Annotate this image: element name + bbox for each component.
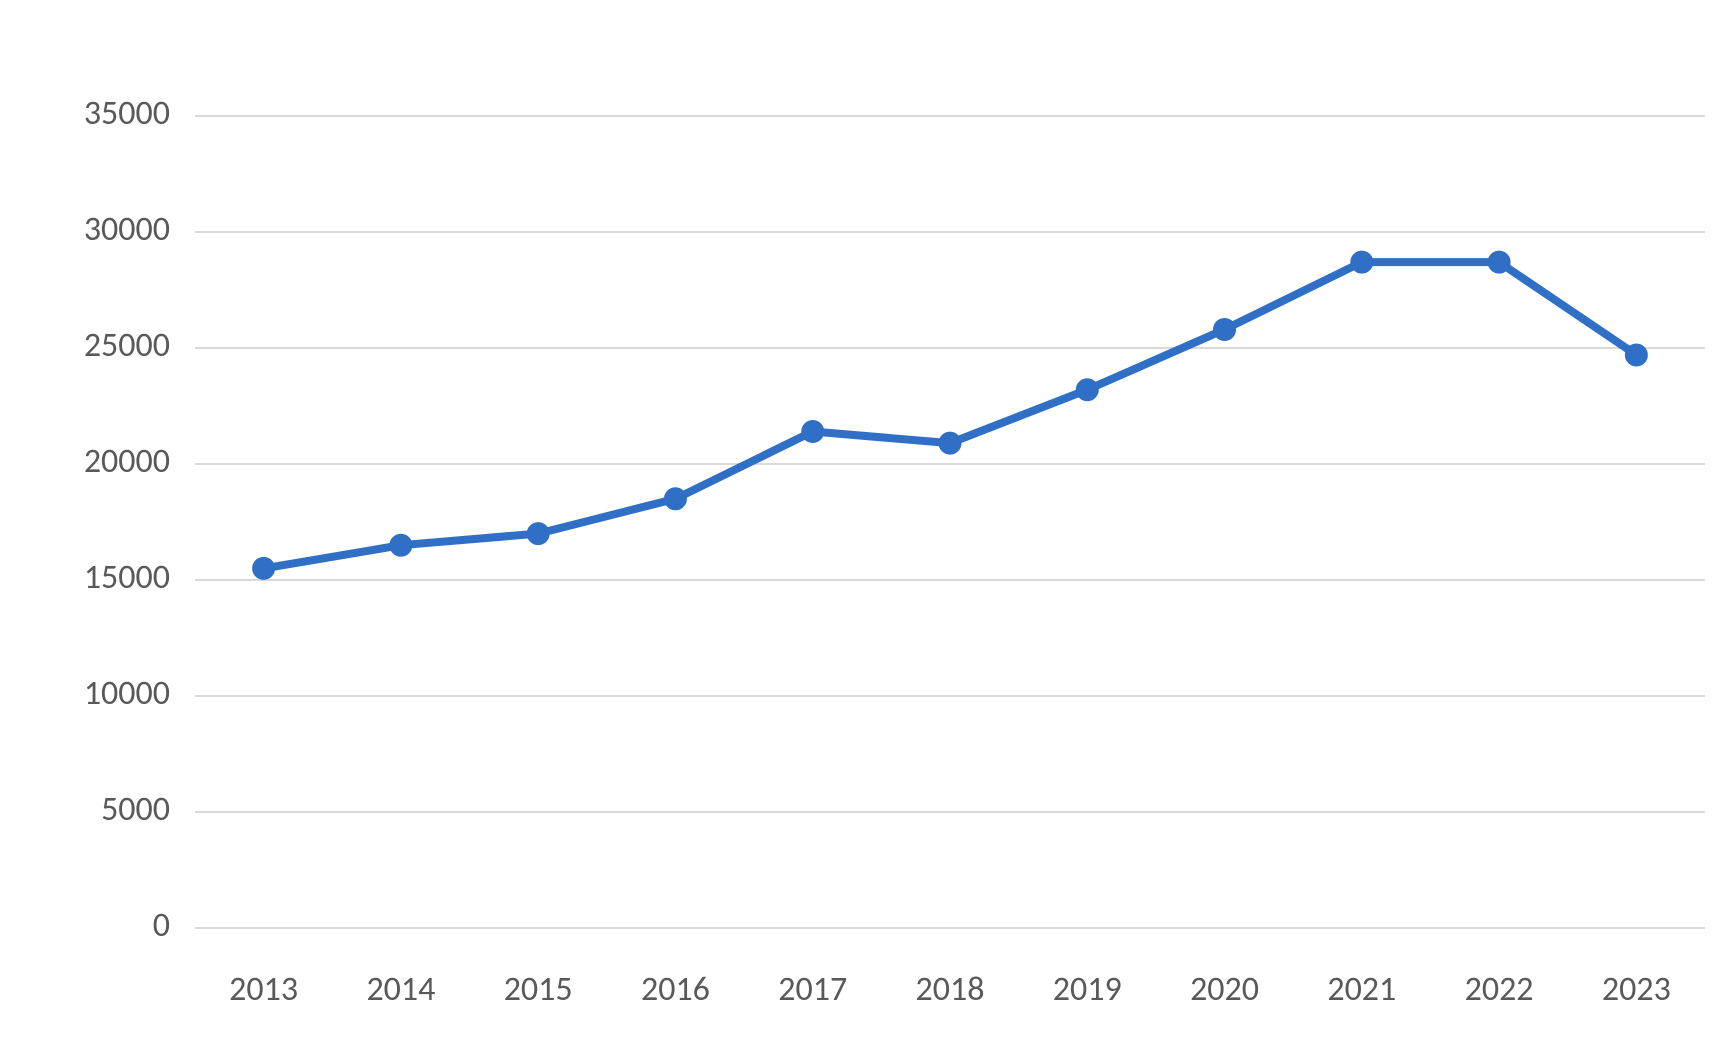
x-tick-label: 2016 (641, 969, 710, 1010)
x-tick-label: 2013 (229, 969, 298, 1010)
data-point (1076, 379, 1098, 401)
publication-line-chart: Number of publication 050001000015000200… (0, 0, 1730, 1049)
data-point (1214, 318, 1236, 340)
x-tick-label: 2014 (366, 969, 435, 1010)
x-tick-label: 2017 (778, 969, 847, 1010)
y-tick-label: 15000 (84, 557, 170, 598)
x-tick-label: 2018 (916, 969, 985, 1010)
y-tick-label: 0 (153, 905, 170, 946)
x-tick-label: 2023 (1602, 969, 1671, 1010)
chart-bg (0, 0, 1730, 1049)
data-point (802, 421, 824, 443)
y-tick-label: 5000 (101, 789, 170, 830)
x-tick-label: 2015 (504, 969, 573, 1010)
data-point (1625, 344, 1647, 366)
x-tick-label: 2021 (1327, 969, 1396, 1010)
y-tick-label: 20000 (84, 441, 170, 482)
y-tick-label: 30000 (84, 209, 170, 250)
data-point (1351, 251, 1373, 273)
data-point (664, 488, 686, 510)
x-tick-label: 2020 (1190, 969, 1259, 1010)
chart-svg: 0 5000 10000 15000 20000 25000 30000 35000 2013 2… (0, 0, 1730, 1049)
data-point (1488, 251, 1510, 273)
data-point (527, 523, 549, 545)
x-tick-label: 2019 (1053, 969, 1122, 1010)
y-tick-label: 25000 (84, 325, 170, 366)
data-point (253, 557, 275, 579)
y-tick-label: 35000 (84, 93, 170, 134)
x-tick-label: 2022 (1465, 969, 1534, 1010)
data-point (939, 432, 961, 454)
y-tick-label: 10000 (84, 673, 170, 714)
data-point (390, 534, 412, 556)
